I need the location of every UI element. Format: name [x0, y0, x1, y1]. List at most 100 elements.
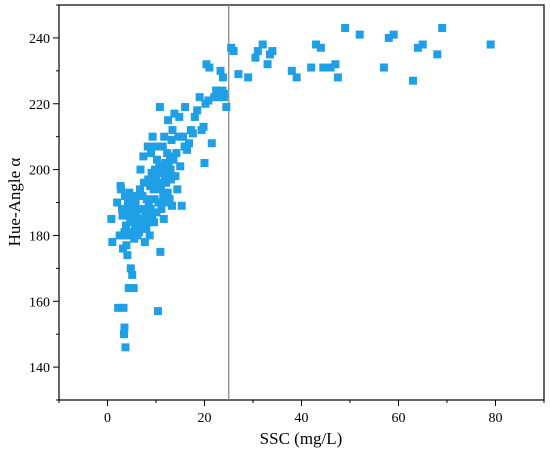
data-point [214, 93, 223, 102]
data-point [258, 40, 267, 49]
data-point [212, 86, 221, 95]
data-point [148, 132, 157, 141]
data-point [188, 129, 197, 138]
data-point [216, 66, 225, 75]
data-point [292, 73, 301, 82]
data-point [164, 116, 173, 125]
data-point [165, 195, 174, 204]
y-tick-label: 180 [29, 229, 50, 244]
data-point [159, 191, 168, 200]
data-point [195, 93, 204, 102]
data-point [151, 142, 160, 151]
data-point [207, 139, 216, 148]
data-point [316, 43, 325, 52]
data-point [163, 188, 172, 197]
data-point [130, 205, 139, 214]
data-point [263, 60, 272, 69]
data-point [118, 211, 127, 220]
data-point [153, 307, 162, 316]
data-point [119, 303, 128, 312]
data-point [123, 251, 132, 260]
data-point [143, 142, 152, 151]
data-point [172, 149, 181, 158]
data-point [204, 96, 213, 105]
data-point [107, 214, 116, 223]
data-point [136, 165, 145, 174]
data-point [160, 132, 169, 141]
y-tick-label: 240 [29, 32, 50, 47]
data-point [120, 323, 129, 332]
data-point [183, 145, 192, 154]
data-point [155, 162, 164, 171]
data-point [177, 201, 186, 210]
data-point [124, 205, 133, 214]
data-point [150, 218, 159, 227]
data-point [168, 126, 177, 135]
data-point [184, 139, 193, 148]
data-point [153, 178, 162, 187]
data-point [219, 89, 228, 98]
data-point [118, 205, 127, 214]
data-point [157, 205, 166, 214]
data-point [131, 221, 140, 230]
data-point [162, 178, 171, 187]
data-points-group [107, 24, 495, 352]
data-point [139, 178, 148, 187]
data-point [144, 198, 153, 207]
data-point [268, 47, 277, 56]
data-point [326, 63, 335, 72]
data-point [170, 109, 179, 118]
data-point [176, 162, 185, 171]
data-point [307, 63, 316, 72]
data-point [148, 211, 157, 220]
data-point [113, 198, 122, 207]
data-point [115, 231, 124, 240]
data-point [139, 152, 148, 161]
data-point [114, 303, 123, 312]
data-point [251, 53, 260, 62]
data-point [144, 175, 153, 184]
data-point [119, 330, 128, 339]
data-point [124, 284, 133, 293]
data-point [333, 73, 342, 82]
data-point [181, 103, 190, 112]
data-point [193, 106, 202, 115]
data-point [128, 270, 137, 279]
data-point [168, 201, 177, 210]
data-point [133, 191, 142, 200]
data-point [200, 159, 209, 167]
data-point [418, 40, 427, 49]
data-point [409, 76, 418, 85]
data-point [121, 343, 130, 352]
x-tick-label: 40 [295, 411, 309, 426]
data-point [199, 122, 208, 131]
data-point [171, 172, 180, 181]
data-point [244, 73, 253, 82]
data-point [331, 60, 340, 69]
data-point [164, 159, 173, 167]
data-point [149, 185, 158, 194]
data-point [438, 24, 447, 33]
data-point [152, 208, 161, 217]
data-point [142, 224, 151, 233]
data-point [173, 185, 182, 194]
data-point [129, 284, 138, 293]
data-point [179, 132, 188, 141]
data-point [131, 198, 140, 207]
data-point [126, 264, 135, 273]
plot-area-frame [58, 4, 545, 401]
x-axis-ticks: 0 20 40 60 80 [58, 400, 545, 426]
data-point [122, 241, 131, 250]
data-point [140, 238, 149, 246]
data-point [155, 103, 164, 112]
data-point [433, 50, 442, 59]
x-tick-label: 0 [104, 411, 111, 426]
data-point [152, 155, 161, 164]
data-point [486, 40, 495, 49]
y-tick-label: 220 [29, 98, 50, 113]
data-point [146, 205, 155, 214]
data-point [160, 172, 169, 181]
data-point [156, 185, 165, 194]
data-point [135, 185, 144, 194]
data-point [167, 135, 176, 144]
